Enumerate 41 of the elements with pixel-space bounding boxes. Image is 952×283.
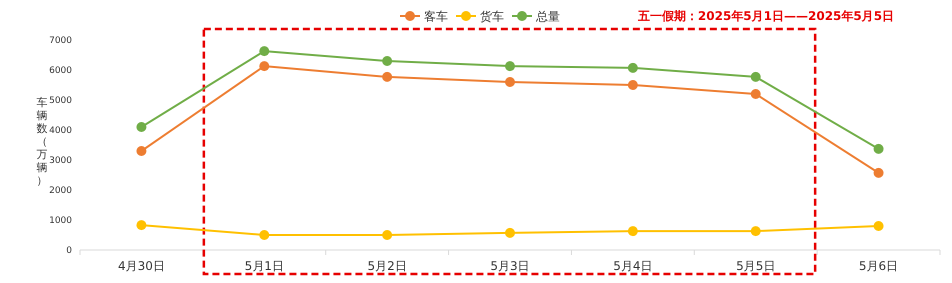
y-tick-label: 6000 — [49, 66, 72, 76]
x-tick-label: 5月6日 — [858, 259, 898, 273]
point — [382, 56, 392, 66]
y-tick-label: 7000 — [49, 36, 72, 46]
point — [628, 62, 638, 73]
point — [136, 220, 146, 230]
point — [750, 226, 761, 236]
point — [259, 46, 270, 56]
text: 五一假期：2025年5月1日——2025年5月5日 — [636, 9, 894, 23]
x-tick-label: 5月1日 — [244, 259, 284, 273]
y-tick-label: 5000 — [49, 96, 72, 106]
point — [628, 80, 638, 90]
legend-label: 总量 — [535, 10, 560, 24]
point — [505, 61, 515, 72]
point — [874, 168, 884, 178]
y-tick-label: 4000 — [49, 126, 72, 136]
point — [505, 228, 515, 238]
point — [750, 89, 761, 99]
y-axis-title: 车辆数（万辆） — [36, 96, 48, 187]
point — [382, 72, 392, 82]
legend-label: 客车 — [424, 10, 448, 24]
y-tick-label: 2000 — [49, 186, 72, 196]
point — [259, 230, 270, 240]
point — [136, 146, 146, 156]
point — [382, 230, 392, 240]
x-tick-label: 4月30日 — [118, 259, 165, 273]
y-tick-label: 0 — [66, 246, 72, 256]
x-tick-label: 5月3日 — [490, 259, 530, 273]
x-tick-label: 5月2日 — [368, 259, 407, 273]
point — [136, 122, 146, 132]
x-tick-label: 5月4日 — [613, 259, 652, 273]
y-tick-label: 3000 — [49, 156, 72, 166]
point — [505, 77, 515, 87]
point — [750, 72, 761, 82]
point — [874, 221, 884, 231]
point — [874, 144, 884, 154]
y-tick-label: 1000 — [49, 216, 72, 226]
x-tick-label: 5月5日 — [736, 259, 776, 273]
point — [628, 226, 638, 236]
point — [259, 61, 270, 72]
legend-label: 货车 — [480, 10, 504, 24]
